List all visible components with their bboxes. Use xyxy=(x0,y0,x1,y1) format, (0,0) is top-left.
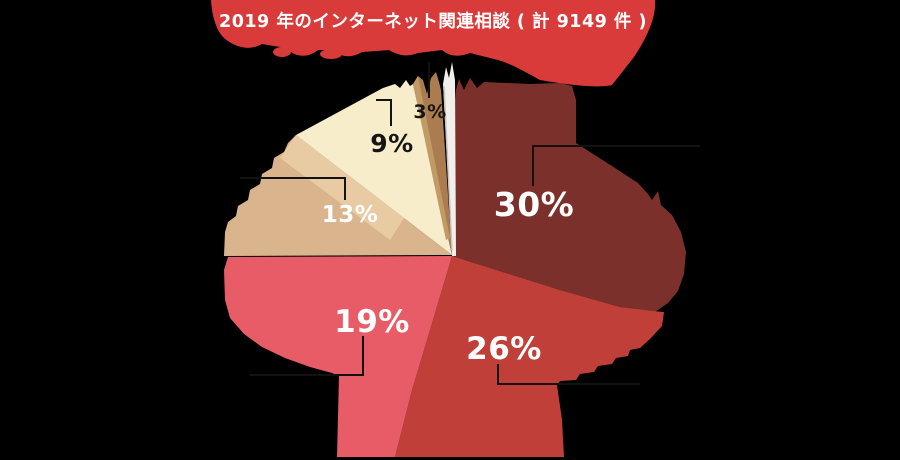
pie-slice-13-highlight xyxy=(280,135,404,240)
pie-slice-30-percent xyxy=(452,78,686,312)
callout-19-percent xyxy=(250,336,364,376)
pie-slice-19-percent xyxy=(224,256,452,457)
title-banner xyxy=(211,0,656,87)
callout-13-percent xyxy=(240,177,346,200)
percent-label-3: 3% xyxy=(413,101,446,123)
pie-slice-3-highlight xyxy=(413,76,450,240)
banner-drip xyxy=(273,47,291,57)
percent-label-19: 19% xyxy=(334,304,410,340)
percent-label-26: 26% xyxy=(466,331,542,367)
pie-slice-9-percent xyxy=(296,80,452,255)
chart-title: 2019 年のインターネット関連相談 ( 計 9149 件 ) xyxy=(219,11,647,32)
divider-sliver-edge xyxy=(443,85,453,251)
callout-9-percent xyxy=(376,99,392,126)
banner-drip xyxy=(388,43,412,53)
callout-lines xyxy=(240,62,700,385)
divider-sliver xyxy=(443,62,456,256)
percent-label-9: 9% xyxy=(370,129,413,158)
percent-label-30: 30% xyxy=(494,185,575,224)
callout-30-percent xyxy=(532,145,700,186)
banner-drip xyxy=(320,49,342,59)
percent-label-13: 13% xyxy=(322,202,379,228)
pie-slice-26-percent xyxy=(395,256,664,457)
callout-26-percent xyxy=(497,364,640,385)
